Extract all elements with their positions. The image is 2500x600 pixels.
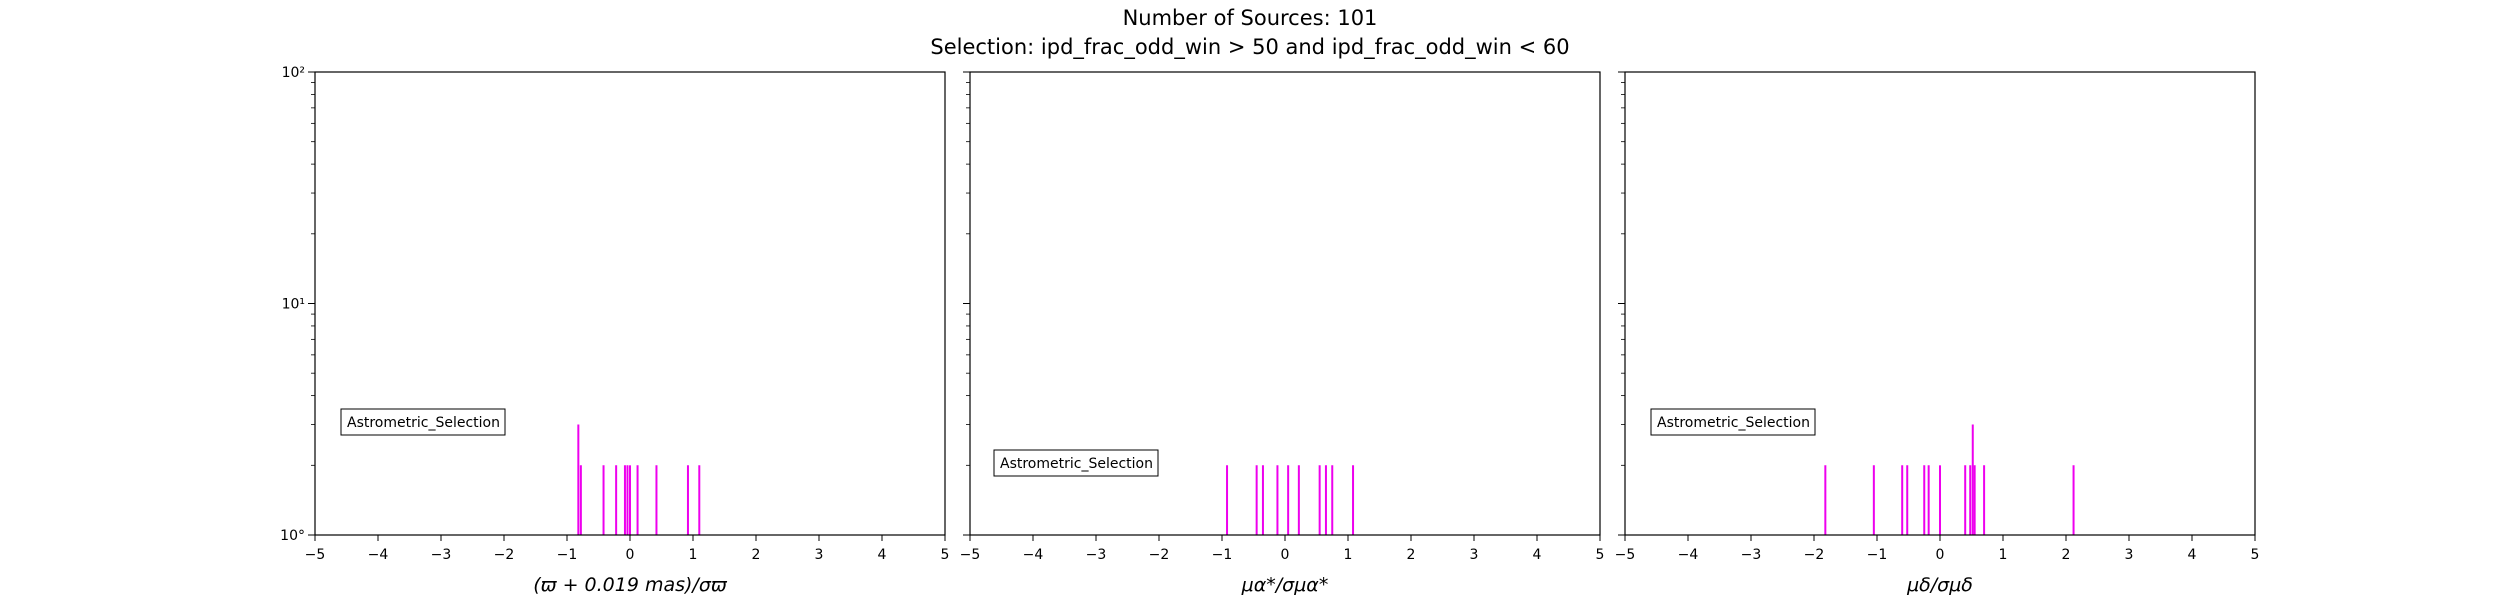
histogram-panel-3: −5 −4 −3 −2 −1 0 1 2 3 4 5 μδ/σμδ Astrometric_Select… bbox=[1615, 71, 2260, 596]
legend-box bbox=[1650, 408, 1816, 436]
x-tick-label: −5 bbox=[305, 547, 326, 563]
x-tick-label: 5 bbox=[2251, 547, 2260, 563]
x-tick-label: −1 bbox=[557, 547, 578, 563]
legend-box bbox=[993, 449, 1159, 477]
x-axis-label: μδ/σμδ bbox=[1906, 574, 1973, 596]
y-tick-label: 10° bbox=[280, 528, 305, 544]
x-tick-label: 2 bbox=[2062, 547, 2071, 563]
x-tick-label: 0 bbox=[1936, 547, 1945, 563]
legend-label: Astrometric_Selection bbox=[347, 415, 500, 431]
x-tick-label: 1 bbox=[689, 547, 698, 563]
x-tick-label: −1 bbox=[1212, 547, 1233, 563]
legend-label: Astrometric_Selection bbox=[1657, 415, 1810, 431]
x-tick-label: 1 bbox=[1344, 547, 1353, 563]
chart-title: Number of Sources: 101 bbox=[1122, 6, 1378, 30]
x-axis-label: μα*/σμα* bbox=[1241, 574, 1329, 596]
x-tick-label: −3 bbox=[431, 547, 452, 563]
x-tick-label: −2 bbox=[1804, 547, 1825, 563]
y-tick-label: 10¹ bbox=[282, 297, 305, 313]
x-tick-label: −2 bbox=[494, 547, 515, 563]
x-tick-label: 4 bbox=[878, 547, 887, 563]
chart-subtitle: Selection: ipd_frac_odd_win > 50 and ipd… bbox=[930, 35, 1570, 59]
legend: Astrometric_Selection bbox=[340, 408, 506, 436]
x-tick-label: −4 bbox=[1023, 547, 1044, 563]
legend: Astrometric_Selection bbox=[1650, 408, 1816, 436]
x-axis-label: (ϖ + 0.019 mas)/σϖ bbox=[533, 574, 728, 596]
x-tick-label: −5 bbox=[1615, 547, 1636, 563]
legend-label: Astrometric_Selection bbox=[1000, 456, 1153, 472]
x-tick-label: 2 bbox=[752, 547, 761, 563]
x-tick-label: 3 bbox=[2125, 547, 2134, 563]
histogram-panel-2: −5 −4 −3 −2 −1 0 1 2 3 4 5 μα*/σμα* Astrometric_Sele… bbox=[960, 71, 1605, 596]
x-tick-label: −3 bbox=[1086, 547, 1107, 563]
legend: Astrometric_Selection bbox=[993, 449, 1159, 477]
x-tick-label: −3 bbox=[1741, 547, 1762, 563]
x-tick-label: 5 bbox=[941, 547, 950, 563]
x-tick-label: 1 bbox=[1999, 547, 2008, 563]
x-tick-label: −2 bbox=[1149, 547, 1170, 563]
x-tick-label: 5 bbox=[1596, 547, 1605, 563]
histogram-panel-1: −5 −4 −3 −2 −1 0 1 2 3 4 5 10° 10¹ 10² (ϖ + 0.019 mas)… bbox=[280, 65, 949, 596]
x-tick-label: −4 bbox=[1678, 547, 1699, 563]
y-tick-label: 10² bbox=[282, 65, 305, 81]
x-tick-label: 0 bbox=[626, 547, 635, 563]
x-tick-label: 4 bbox=[2188, 547, 2197, 563]
x-tick-label: 3 bbox=[815, 547, 824, 563]
x-tick-label: −5 bbox=[960, 547, 981, 563]
legend-box bbox=[340, 408, 506, 436]
x-tick-label: 0 bbox=[1281, 547, 1290, 563]
x-tick-label: 4 bbox=[1533, 547, 1542, 563]
x-tick-label: 2 bbox=[1407, 547, 1416, 563]
x-tick-label: 3 bbox=[1470, 547, 1479, 563]
x-tick-label: −1 bbox=[1867, 547, 1888, 563]
x-tick-label: −4 bbox=[368, 547, 389, 563]
